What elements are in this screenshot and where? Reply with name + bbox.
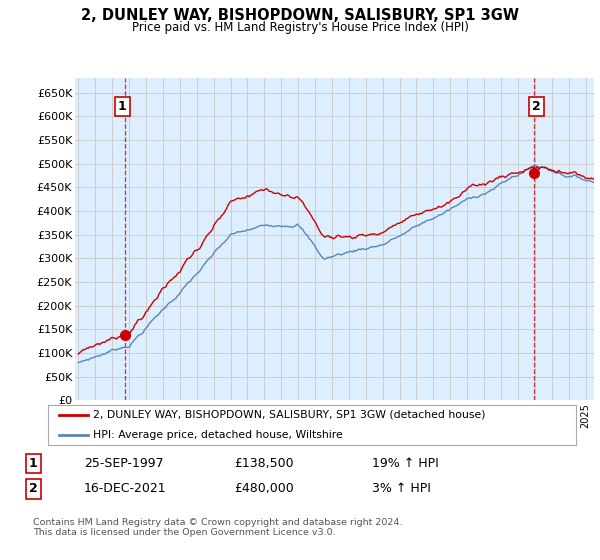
Text: Contains HM Land Registry data © Crown copyright and database right 2024.
This d: Contains HM Land Registry data © Crown c… [33, 518, 403, 538]
Text: 2, DUNLEY WAY, BISHOPDOWN, SALISBURY, SP1 3GW: 2, DUNLEY WAY, BISHOPDOWN, SALISBURY, SP… [81, 8, 519, 24]
Text: 25-SEP-1997: 25-SEP-1997 [84, 457, 164, 470]
Text: 2, DUNLEY WAY, BISHOPDOWN, SALISBURY, SP1 3GW (detached house): 2, DUNLEY WAY, BISHOPDOWN, SALISBURY, SP… [93, 410, 485, 420]
Text: 2: 2 [29, 482, 37, 496]
Text: 3% ↑ HPI: 3% ↑ HPI [372, 482, 431, 496]
Text: 1: 1 [29, 457, 37, 470]
Text: 1: 1 [118, 100, 127, 113]
Text: 2: 2 [532, 100, 541, 113]
Text: £138,500: £138,500 [234, 457, 293, 470]
Text: Price paid vs. HM Land Registry's House Price Index (HPI): Price paid vs. HM Land Registry's House … [131, 21, 469, 34]
Text: £480,000: £480,000 [234, 482, 294, 496]
Text: 16-DEC-2021: 16-DEC-2021 [84, 482, 167, 496]
Text: 19% ↑ HPI: 19% ↑ HPI [372, 457, 439, 470]
Text: HPI: Average price, detached house, Wiltshire: HPI: Average price, detached house, Wilt… [93, 430, 343, 440]
